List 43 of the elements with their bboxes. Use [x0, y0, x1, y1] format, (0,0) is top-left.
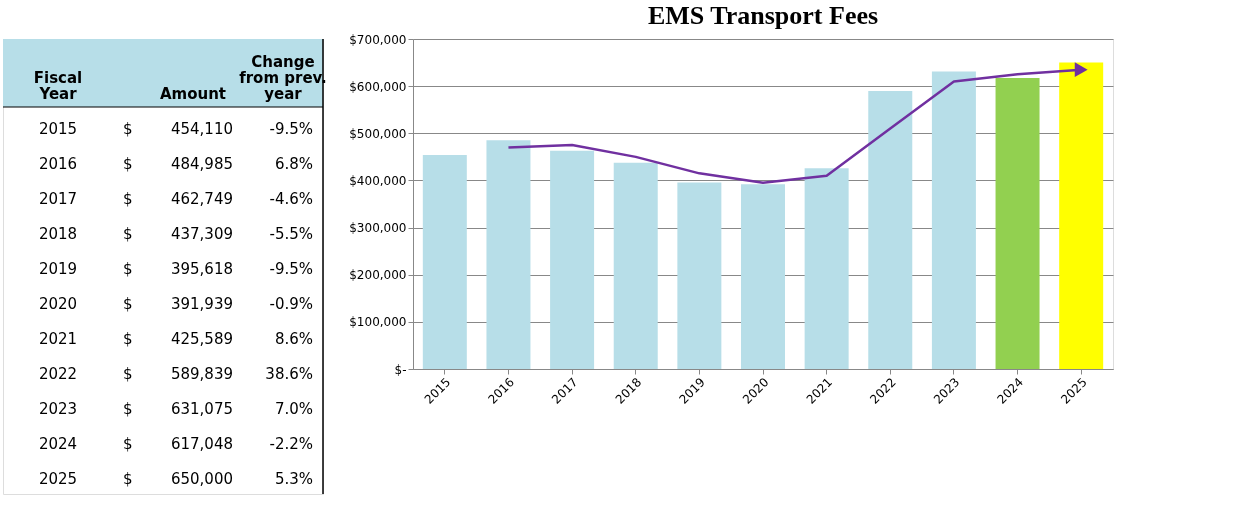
- chart-title: EMS Transport Fees: [647, 1, 879, 30]
- text: $ 484,985: [123, 155, 233, 173]
- text: 7.0%: [274, 400, 313, 418]
- y-tick-label: $200,000: [349, 268, 407, 283]
- text: 6.8%: [274, 155, 313, 173]
- text: $ 617,048: [123, 435, 233, 453]
- category-label: 2017: [38, 190, 78, 208]
- y-tick-label: $300,000: [349, 221, 407, 236]
- text: $ 437,309: [123, 225, 233, 243]
- y-tick-label: $600,000: [349, 79, 407, 94]
- text: 5.3%: [274, 470, 313, 488]
- text: $ 631,075: [123, 400, 233, 418]
- text: 38.6%: [265, 365, 313, 383]
- text: $ 589,839: [123, 365, 233, 383]
- y-tick-label: $400,000: [349, 173, 407, 188]
- y-tick-label: $-: [394, 362, 407, 377]
- y-tick-label: $700,000: [349, 32, 407, 47]
- text: $ 425,589: [123, 330, 233, 348]
- text: Fiscal Year: [33, 69, 83, 103]
- category-label: 2021: [38, 330, 78, 348]
- category-label: 2024: [38, 435, 78, 453]
- category-label: 2025: [38, 470, 78, 488]
- category-label: 2023: [38, 400, 78, 418]
- text: $ 395,618: [123, 260, 233, 278]
- y-tick-label: $500,000: [349, 126, 407, 141]
- text: -0.9%: [269, 295, 313, 313]
- category-label: 2018: [38, 225, 78, 243]
- category-label: 2015: [38, 120, 78, 138]
- text: -4.6%: [269, 190, 313, 208]
- text: $ 391,939: [123, 295, 233, 313]
- y-tick-label: $100,000: [349, 315, 407, 330]
- category-label: 2019: [38, 260, 78, 278]
- text: -5.5%: [269, 225, 313, 243]
- text: -9.5%: [269, 120, 313, 138]
- text: $ 454,110: [123, 120, 233, 138]
- text: Amount: [159, 85, 227, 103]
- text: 8.6%: [274, 330, 313, 348]
- text: $ 650,000: [123, 470, 233, 488]
- text: $ 462,749: [123, 190, 233, 208]
- category-label: 2020: [38, 295, 78, 313]
- category-label: 2016: [38, 155, 78, 173]
- text: -2.2%: [269, 435, 313, 453]
- text: -9.5%: [269, 260, 313, 278]
